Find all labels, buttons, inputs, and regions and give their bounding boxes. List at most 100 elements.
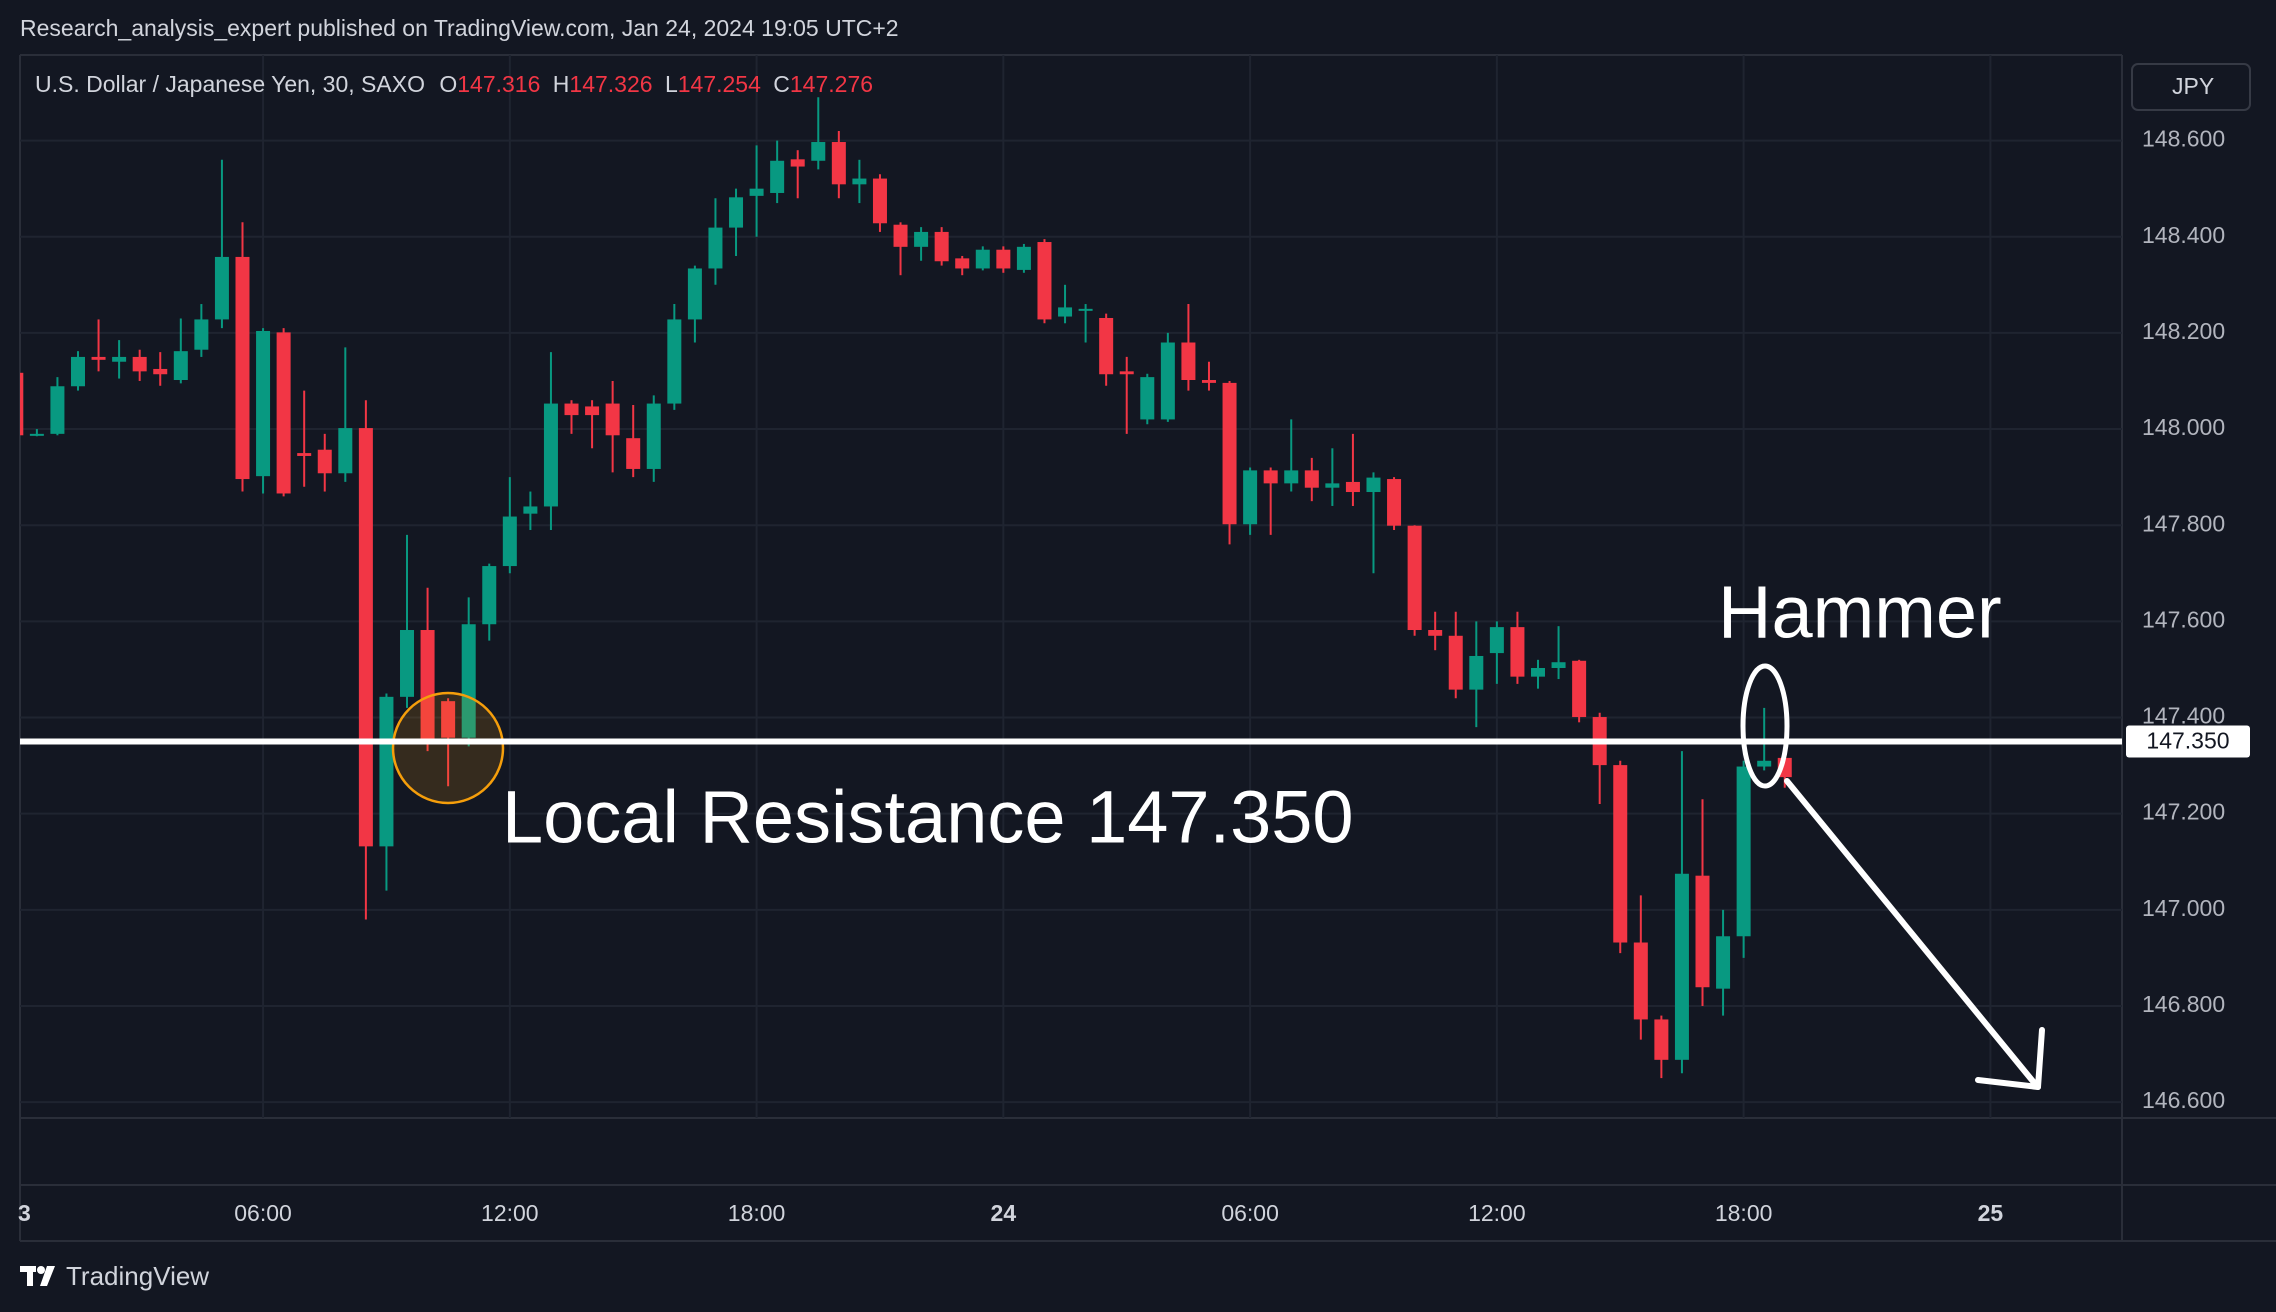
currency-button[interactable] [2131,63,2251,111]
candle-body [1510,627,1525,677]
candle-body [1345,481,1360,493]
candle-body [1016,246,1031,270]
legend-header: U.S. Dollar / Japanese Yen, 30, SAXO O14… [35,71,873,97]
candle-body [1387,479,1402,526]
currency-label[interactable]: JPY [2172,73,2214,99]
candle-body [667,319,682,404]
candle-body [1530,667,1545,677]
candle-body [1222,382,1237,525]
candle-body [1140,377,1155,420]
x-tick-label: 3 [18,1200,31,1226]
arrow-shaft [1784,778,2039,1088]
candle-body [564,403,579,416]
resistance-price-box [2126,725,2250,758]
candle-body [20,372,24,436]
candle-body [379,696,394,847]
x-tick-label: 12:00 [1468,1200,1526,1226]
candle-body [646,403,661,469]
candle-body [235,256,250,480]
candle-body [153,368,168,375]
candle-body [523,506,538,514]
candles [20,97,1792,1079]
y-tick-label: 147.200 [2142,799,2225,825]
candle-body [297,453,312,456]
logo-part [37,1266,45,1274]
ohlc-value: 147.276 [790,71,873,97]
candle-body [975,249,990,269]
candle-body [214,256,229,320]
x-tick-label: 18:00 [1715,1200,1773,1226]
candle-body [1181,342,1196,381]
candle-body [1160,342,1175,420]
resistance-price-label: 147.350 [2146,728,2229,754]
candle-body [358,428,373,847]
candle-body [831,142,846,185]
candle-body [400,630,415,697]
candle-body [441,701,456,738]
arrow-head [2035,1027,2045,1090]
candle-body [1058,307,1073,317]
candle-body [1037,242,1052,320]
x-tick-label: 06:00 [234,1200,292,1226]
candle-body [1469,655,1484,690]
ohlc-letter: C [773,71,790,97]
pattern-annotation: Hammer [1718,571,2002,654]
candle-body [29,433,44,436]
candle-body [194,319,209,350]
candle-body [1572,660,1587,718]
candle-body [70,356,85,387]
candle-body [1674,873,1689,1060]
candle-body [1736,766,1751,937]
x-tick-label: 25 [1978,1200,2004,1226]
candle-body [502,516,517,567]
candle-body [1716,936,1731,989]
candle-body [605,403,620,436]
candle-body [1489,627,1504,654]
candle-body [1243,470,1258,525]
candle-body [91,356,106,360]
candle-body [626,438,641,469]
logo-part [40,1266,55,1286]
candle-body [955,258,970,269]
y-tick-label: 146.800 [2142,991,2225,1017]
forecast-arrow [1784,778,2045,1090]
x-tick-label: 24 [991,1200,1017,1226]
y-tick-label: 148.400 [2142,222,2225,248]
candle-body [1325,483,1340,488]
x-tick-label: 12:00 [481,1200,539,1226]
candle-body [276,332,291,494]
attribution: Research_analysis_expert published on Tr… [20,15,899,41]
logo-part [27,1266,33,1286]
candle-body [1448,635,1463,690]
candle-body [1078,308,1093,311]
candle-body [1284,470,1299,484]
hammer-ellipse [1740,663,1790,789]
y-tick-label: 147.400 [2142,703,2225,729]
resistance: 147.350 [20,725,2250,758]
candle-body [420,630,435,741]
candle-body [173,351,188,381]
ohlc-letter: L [665,71,678,97]
candle-body [585,406,600,416]
ohlc-letter: H [553,71,570,97]
candle-body [50,386,65,434]
axes: 146.600 146.800 147.000 147.200 147.400 147.6… [18,126,2225,1226]
y-tick-label: 148.200 [2142,318,2225,344]
candle-body [317,449,332,474]
arrow-head [1975,1077,2041,1090]
candle-body [893,224,908,247]
resistance-annotation: Local Resistance 147.350 [502,776,1354,859]
ohlc-letter: O [439,71,457,97]
candle-body [914,231,929,247]
candle-body [1099,317,1114,375]
candle-body [482,566,497,625]
ohlc-value: 147.254 [678,71,761,97]
candle-body [1263,470,1278,484]
candle-body [1119,371,1134,375]
y-tick-label: 147.000 [2142,895,2225,921]
candle-body [996,249,1011,269]
candle-body [338,428,353,474]
candle-body [811,142,826,161]
